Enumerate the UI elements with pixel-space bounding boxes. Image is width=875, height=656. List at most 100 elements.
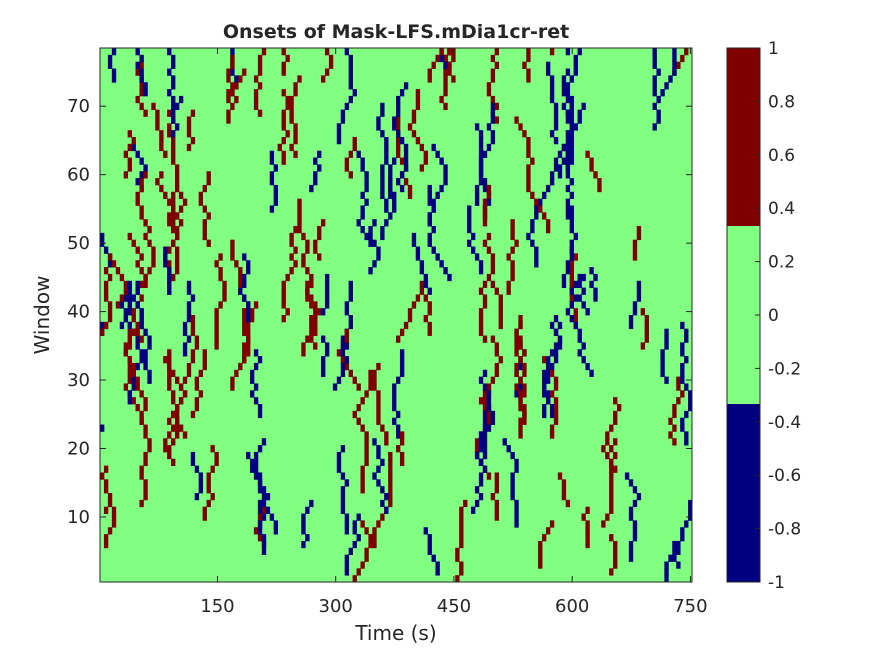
onset-cell [171, 116, 176, 124]
onset-cell [672, 68, 677, 76]
onset-cell [127, 232, 132, 241]
onset-cell [482, 383, 488, 391]
onset-cell [680, 321, 685, 330]
onset-cell [518, 342, 523, 350]
onset-cell [103, 506, 109, 514]
onset-cell [348, 547, 353, 556]
onset-cell [668, 417, 673, 425]
onset-cell [206, 499, 211, 508]
onset-cell [210, 465, 215, 473]
onset-cell [143, 493, 148, 501]
onset-cell [186, 369, 192, 378]
onset-cell [301, 349, 306, 357]
onset-cell [553, 116, 559, 124]
onset-cell [392, 205, 397, 213]
onset-cell [388, 465, 393, 473]
onset-cell [190, 410, 196, 419]
onset-cell [321, 362, 326, 371]
onset-cell [186, 308, 192, 316]
onset-cell [569, 246, 574, 254]
onset-cell [636, 226, 642, 234]
onset-cell [565, 157, 571, 165]
onset-cell [151, 102, 156, 111]
onset-cell [135, 342, 140, 350]
onset-cell [542, 383, 547, 391]
onset-cell [360, 424, 365, 432]
onset-cell [269, 171, 275, 179]
onset-cell [482, 205, 488, 213]
onset-cell [636, 280, 642, 289]
onset-cell [167, 198, 172, 206]
onset-cell [392, 123, 397, 131]
onset-cell [340, 486, 346, 494]
onset-cell [490, 109, 496, 117]
onset-cell [459, 527, 464, 535]
onset-cell [190, 458, 196, 467]
onset-cell [609, 534, 614, 542]
onset-cell [352, 143, 357, 152]
onset-cell [514, 458, 519, 467]
onset-cell [313, 321, 318, 330]
onset-cell [569, 75, 574, 83]
onset-cell [210, 445, 215, 453]
onset-cell [372, 472, 377, 480]
onset-cell [273, 520, 278, 528]
onset-cell [348, 82, 353, 90]
onset-cell [202, 232, 207, 241]
onset-cell [253, 89, 259, 97]
onset-cell [143, 273, 148, 282]
onset-cell [435, 568, 440, 576]
onset-cell [340, 335, 346, 343]
onset-cell [344, 335, 350, 343]
onset-cell [372, 383, 377, 391]
onset-cell [147, 376, 152, 384]
onset-cell [190, 349, 196, 357]
onset-cell [143, 82, 148, 90]
onset-cell [321, 308, 326, 316]
onset-cell [644, 315, 649, 323]
onset-cell [494, 342, 500, 350]
onset-cell [103, 267, 109, 275]
onset-cell [281, 287, 286, 295]
onset-cell [143, 362, 148, 371]
onset-cell [396, 424, 401, 432]
onset-cell [534, 212, 539, 220]
onset-cell [356, 150, 361, 158]
onset-cell [281, 280, 286, 289]
onset-cell [234, 82, 239, 90]
onset-cell [423, 294, 428, 302]
onset-cell [344, 554, 350, 562]
onset-cell [514, 383, 519, 391]
onset-cell [510, 479, 515, 487]
onset-cell [498, 321, 503, 330]
onset-cell [293, 246, 298, 254]
onset-cell [352, 137, 357, 145]
onset-cell [482, 301, 488, 309]
onset-cell [632, 520, 638, 528]
onset-cell [100, 424, 105, 432]
onset-cell [518, 404, 523, 412]
onset-cell [194, 397, 200, 405]
onset-cell [190, 451, 196, 460]
onset-cell [214, 315, 219, 323]
onset-cell [289, 232, 294, 241]
onset-cell [565, 212, 571, 220]
onset-cell [305, 267, 310, 275]
onset-cell [569, 130, 574, 138]
onset-cell [139, 335, 144, 343]
onset-cell [171, 212, 176, 220]
onset-cell [171, 410, 176, 419]
onset-cell [680, 376, 685, 384]
onset-cell [601, 520, 606, 528]
onset-cell [261, 540, 267, 549]
onset-cell [672, 554, 677, 562]
onset-cell [459, 513, 464, 521]
onset-cell [431, 226, 436, 234]
onset-cell [364, 547, 369, 556]
onset-cell [569, 239, 574, 247]
onset-cell [163, 445, 168, 453]
onset-cell [427, 308, 432, 316]
onset-cell [344, 102, 350, 111]
onset-cell [324, 294, 330, 302]
onset-cell [565, 130, 571, 138]
